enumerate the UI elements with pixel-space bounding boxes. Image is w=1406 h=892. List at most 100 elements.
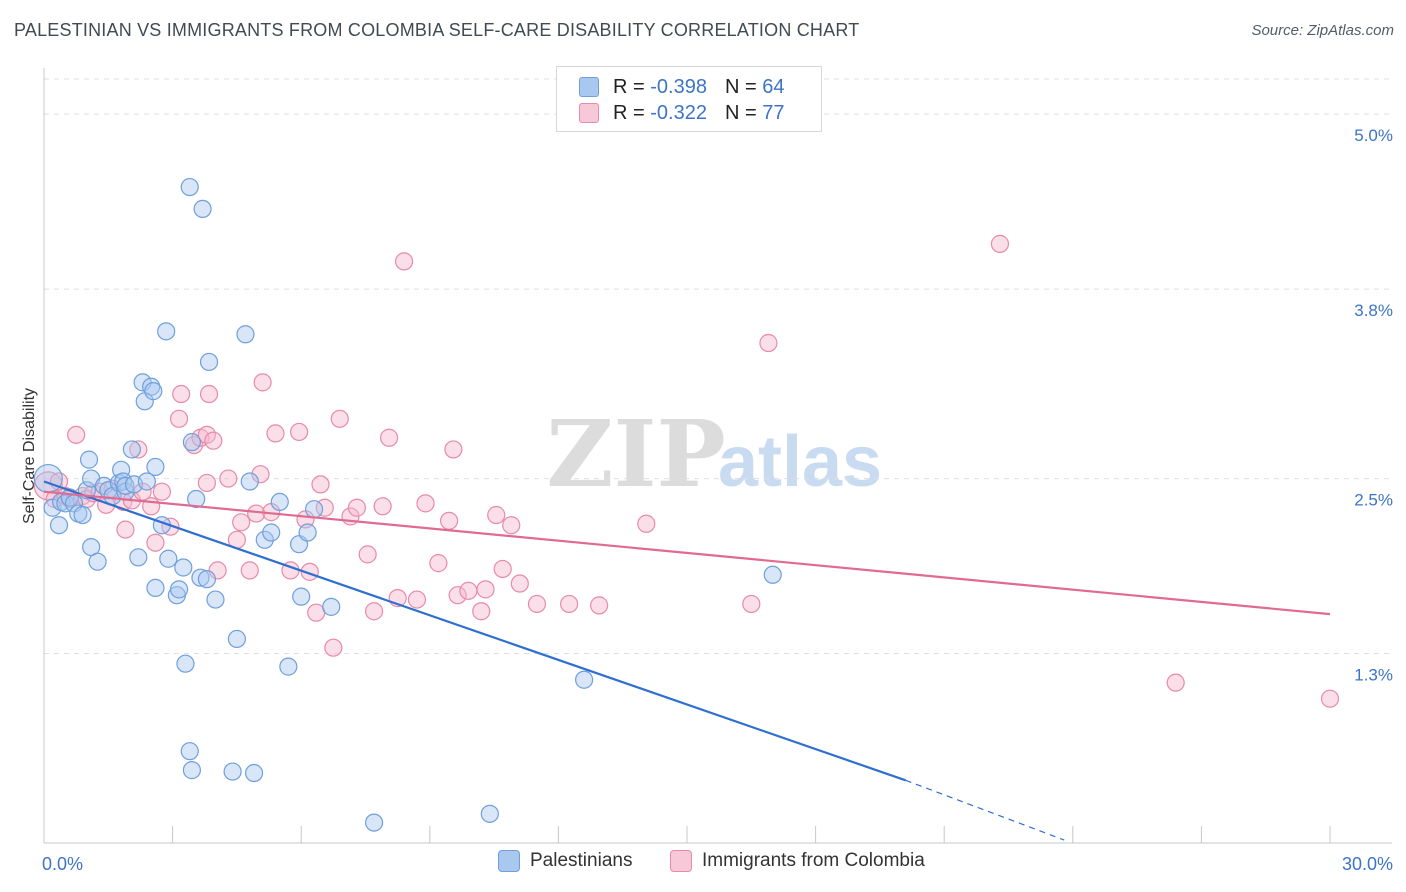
point-palestinians — [193, 199, 212, 219]
watermark-atlas: atlas — [718, 422, 882, 502]
point-colombia — [502, 516, 521, 535]
point-palestinians — [244, 763, 264, 783]
point-palestinians — [480, 804, 499, 823]
r-value: -0.322 — [650, 101, 707, 124]
y-tick-label: 5.0% — [1354, 126, 1393, 145]
point-colombia — [266, 424, 285, 443]
point-colombia — [759, 333, 778, 353]
watermark-zip: ZIP — [546, 400, 725, 508]
point-palestinians — [73, 505, 92, 525]
point-palestinians — [292, 587, 311, 606]
point-colombia — [253, 373, 272, 392]
y-tick-label: 2.5% — [1354, 491, 1393, 510]
x-tick-label: 30.0% — [1342, 854, 1393, 874]
point-colombia — [129, 440, 148, 459]
point-colombia — [990, 234, 1010, 253]
point-colombia — [251, 465, 270, 484]
legend-swatch-blue — [579, 77, 599, 97]
point-palestinians — [304, 500, 324, 519]
point-colombia — [439, 511, 459, 530]
point-colombia — [1320, 689, 1340, 708]
series-legend: Palestinians Immigrants from Colombia — [0, 850, 1406, 878]
point-palestinians — [79, 450, 99, 469]
point-palestinians — [279, 657, 298, 676]
legend-row-palestinians: R = -0.398 N = 64 — [579, 75, 784, 99]
legend-swatch-pink — [579, 103, 599, 123]
watermark: ZIP atlas — [546, 400, 882, 508]
legend-swatch-pink — [670, 850, 692, 872]
point-palestinians — [176, 654, 195, 673]
point-palestinians — [169, 580, 189, 599]
point-palestinians — [33, 463, 63, 494]
y-tick-label: 1.3% — [1354, 666, 1393, 685]
point-colombia — [324, 638, 343, 657]
point-colombia — [394, 252, 414, 271]
point-colombia — [152, 482, 171, 501]
point-colombia — [311, 475, 330, 494]
point-palestinians — [197, 570, 216, 589]
point-colombia — [373, 497, 392, 516]
point-colombia — [219, 469, 238, 488]
point-palestinians — [191, 568, 210, 587]
point-colombia — [560, 594, 579, 614]
point-colombia — [1166, 673, 1185, 692]
point-palestinians — [236, 325, 255, 344]
series-colombia-points — [33, 234, 1340, 708]
n-label: N = — [724, 75, 757, 98]
point-palestinians — [180, 742, 199, 761]
n-label: N = — [724, 101, 757, 124]
point-colombia — [116, 520, 135, 539]
correlation-legend: R = -0.398 N = 64 R = -0.322 N = 77 — [556, 66, 822, 132]
point-colombia — [199, 384, 219, 404]
point-colombia — [172, 384, 191, 404]
point-palestinians — [146, 457, 165, 477]
point-palestinians — [182, 433, 201, 452]
x-tick-label: 0.0% — [42, 854, 83, 874]
point-colombia — [146, 533, 165, 552]
point-palestinians — [322, 597, 341, 616]
point-palestinians — [227, 629, 246, 649]
legend-item-colombia[interactable]: Immigrants from Colombia — [670, 850, 925, 872]
point-colombia — [169, 409, 189, 428]
point-palestinians — [159, 549, 178, 568]
point-colombia — [527, 594, 547, 614]
point-palestinians — [262, 523, 281, 542]
point-palestinians — [122, 440, 141, 459]
n-value: 77 — [762, 101, 785, 124]
point-palestinians — [364, 813, 384, 832]
point-colombia — [476, 580, 495, 599]
point-colombia — [407, 590, 427, 609]
legend-row-colombia: R = -0.322 N = 77 — [579, 101, 784, 125]
point-colombia — [590, 596, 609, 615]
trend-line-palestinians — [43, 480, 906, 782]
point-colombia — [429, 554, 448, 573]
point-colombia — [459, 581, 478, 600]
n-value: 64 — [762, 75, 785, 98]
point-palestinians — [223, 762, 242, 781]
legend-item-palestinians[interactable]: Palestinians — [498, 850, 632, 872]
point-colombia — [330, 409, 349, 428]
r-label: R = — [613, 75, 645, 98]
point-colombia — [184, 435, 204, 455]
trend-lines — [43, 480, 1331, 841]
point-palestinians — [157, 322, 176, 341]
trend-line-colombia — [43, 490, 1331, 616]
point-colombia — [510, 574, 529, 593]
point-colombia — [742, 594, 761, 614]
source-label: Source: ZipAtlas.com — [1251, 22, 1394, 39]
y-tick-label: 3.8% — [1354, 301, 1393, 320]
point-palestinians — [144, 382, 163, 401]
axes: 1.3% 2.5% 3.8% 5.0% 0.0% 30.0% — [42, 68, 1393, 874]
y-axis-label: Self-Care Disability — [21, 388, 38, 524]
point-palestinians — [174, 558, 193, 577]
point-palestinians — [270, 492, 289, 511]
point-colombia — [364, 602, 384, 621]
point-palestinians — [199, 352, 219, 372]
trend-line-palestinians-extension — [905, 779, 1065, 841]
r-value: -0.398 — [650, 75, 707, 98]
point-palestinians — [763, 565, 782, 584]
point-palestinians — [575, 670, 594, 689]
point-palestinians — [88, 552, 107, 571]
point-palestinians — [255, 530, 274, 549]
point-colombia — [444, 440, 463, 459]
